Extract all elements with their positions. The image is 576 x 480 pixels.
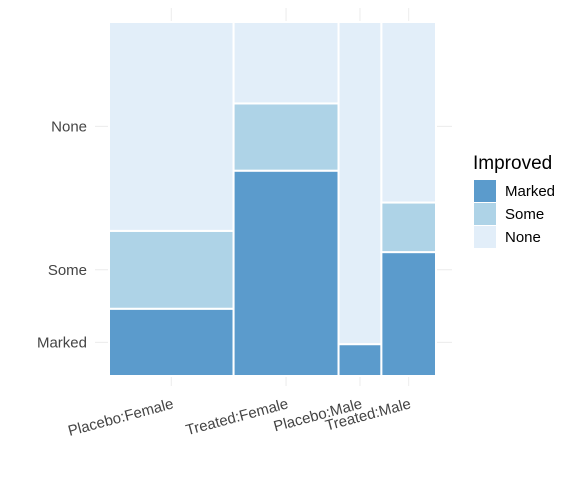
mosaic-cell-treated-male-some <box>380 201 437 254</box>
legend-swatch-none <box>474 226 496 248</box>
mosaic-cell-placebo-female-some <box>108 229 235 310</box>
mosaic-cell-treated-female-none <box>232 21 340 105</box>
mosaic-cell-treated-female-marked <box>232 169 340 377</box>
y-tick-label: Some <box>48 262 87 279</box>
mosaic-cell-placebo-female-marked <box>108 307 235 377</box>
x-tick-label: Treated:Female <box>184 395 290 439</box>
legend-swatch-marked <box>474 180 496 202</box>
legend-title: Improved <box>473 153 552 174</box>
y-tick-label: Marked <box>37 334 87 351</box>
mosaic-cell-placebo-female-none <box>108 21 235 232</box>
mosaic-cell-placebo-male-none <box>337 21 383 346</box>
y-tick-label: None <box>51 118 87 135</box>
legend-label-some: Some <box>505 206 544 223</box>
mosaic-cell-treated-male-none <box>380 21 437 204</box>
legend-swatch-some <box>474 203 496 225</box>
mosaic-cell-treated-male-marked <box>380 251 437 378</box>
legend-label-marked: Marked <box>505 183 555 200</box>
legend-label-none: None <box>505 229 541 246</box>
mosaic-cell-treated-female-some <box>232 102 340 172</box>
y-axis-ticks: Marked Some None <box>37 118 87 351</box>
mosaic-cell-placebo-male-marked <box>337 343 383 378</box>
x-tick-label: Placebo:Female <box>66 395 175 439</box>
x-axis-ticks: Placebo:Female Treated:FemalePlacebo:Male… <box>66 395 413 439</box>
legend: Improved Marked Some None <box>473 153 555 248</box>
mosaic-cells <box>108 21 437 378</box>
